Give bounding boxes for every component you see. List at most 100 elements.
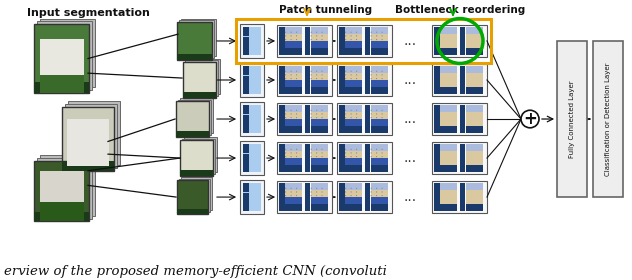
Bar (285, 144, 303, 151)
Circle shape (316, 192, 317, 193)
Bar (440, 183, 458, 190)
Circle shape (291, 117, 292, 118)
Bar (434, 144, 440, 172)
Circle shape (285, 110, 286, 111)
Bar (339, 144, 344, 172)
Bar (311, 66, 328, 73)
Bar (277, 181, 332, 213)
Bar (181, 18, 217, 56)
Bar (183, 92, 217, 97)
Bar (37, 22, 92, 90)
Circle shape (345, 35, 346, 36)
Bar (240, 24, 264, 58)
Circle shape (316, 117, 317, 118)
Bar (285, 48, 303, 55)
Circle shape (291, 156, 292, 157)
Bar (371, 151, 388, 158)
Bar (240, 141, 264, 175)
Circle shape (356, 110, 357, 111)
Circle shape (351, 149, 352, 150)
Circle shape (356, 78, 357, 79)
Circle shape (291, 152, 292, 153)
Circle shape (316, 152, 317, 153)
Circle shape (296, 149, 297, 150)
Circle shape (376, 32, 377, 33)
Bar (371, 66, 388, 73)
Bar (440, 87, 458, 94)
Bar (243, 183, 249, 192)
Bar (285, 105, 303, 112)
Bar (440, 151, 458, 158)
Circle shape (370, 74, 372, 76)
Circle shape (296, 35, 297, 36)
Bar (466, 34, 483, 41)
Bar (311, 151, 328, 158)
Text: ...: ... (403, 151, 416, 165)
Bar (243, 183, 261, 211)
Bar (311, 165, 328, 172)
Bar (557, 41, 587, 197)
Circle shape (356, 32, 357, 33)
Bar (40, 202, 84, 221)
Circle shape (351, 32, 352, 33)
Bar (279, 27, 284, 55)
Bar (240, 102, 264, 136)
Bar (243, 202, 249, 211)
Circle shape (310, 32, 312, 33)
Bar (371, 41, 388, 48)
Bar (466, 119, 483, 126)
Circle shape (356, 71, 357, 72)
Circle shape (316, 39, 317, 40)
Bar (460, 66, 465, 94)
Bar (243, 66, 249, 75)
Bar (345, 87, 363, 94)
Bar (466, 87, 483, 94)
Bar (371, 80, 388, 87)
Bar (432, 64, 487, 96)
Circle shape (285, 35, 286, 36)
Circle shape (310, 152, 312, 153)
Bar (345, 165, 363, 172)
Circle shape (376, 156, 377, 157)
Bar (432, 25, 487, 57)
Bar (67, 119, 109, 166)
Bar (40, 39, 84, 93)
Bar (243, 163, 249, 172)
Bar (285, 190, 303, 197)
Circle shape (345, 78, 346, 79)
Bar (345, 190, 363, 197)
Bar (40, 155, 95, 216)
Bar (305, 105, 310, 133)
Bar (371, 204, 388, 211)
Circle shape (322, 156, 323, 157)
Bar (40, 171, 84, 220)
Circle shape (345, 110, 346, 111)
Circle shape (351, 71, 352, 72)
Text: +: + (523, 110, 537, 128)
Bar (345, 158, 363, 165)
Bar (178, 54, 212, 60)
Bar (183, 62, 217, 97)
Circle shape (322, 188, 323, 189)
Bar (466, 80, 483, 87)
Bar (466, 126, 483, 133)
Circle shape (376, 149, 377, 150)
Bar (337, 25, 392, 57)
Circle shape (310, 156, 312, 157)
Bar (466, 144, 483, 151)
Bar (337, 181, 392, 213)
Circle shape (310, 195, 312, 196)
Bar (371, 27, 388, 34)
Circle shape (322, 195, 323, 196)
Bar (243, 27, 261, 55)
Bar (35, 213, 90, 221)
Bar (40, 75, 84, 93)
Bar (243, 144, 261, 172)
Bar (243, 46, 249, 55)
Bar (243, 124, 249, 133)
Circle shape (376, 195, 377, 196)
Bar (440, 41, 458, 48)
Bar (243, 85, 249, 94)
Bar (365, 66, 370, 94)
Bar (311, 34, 328, 41)
